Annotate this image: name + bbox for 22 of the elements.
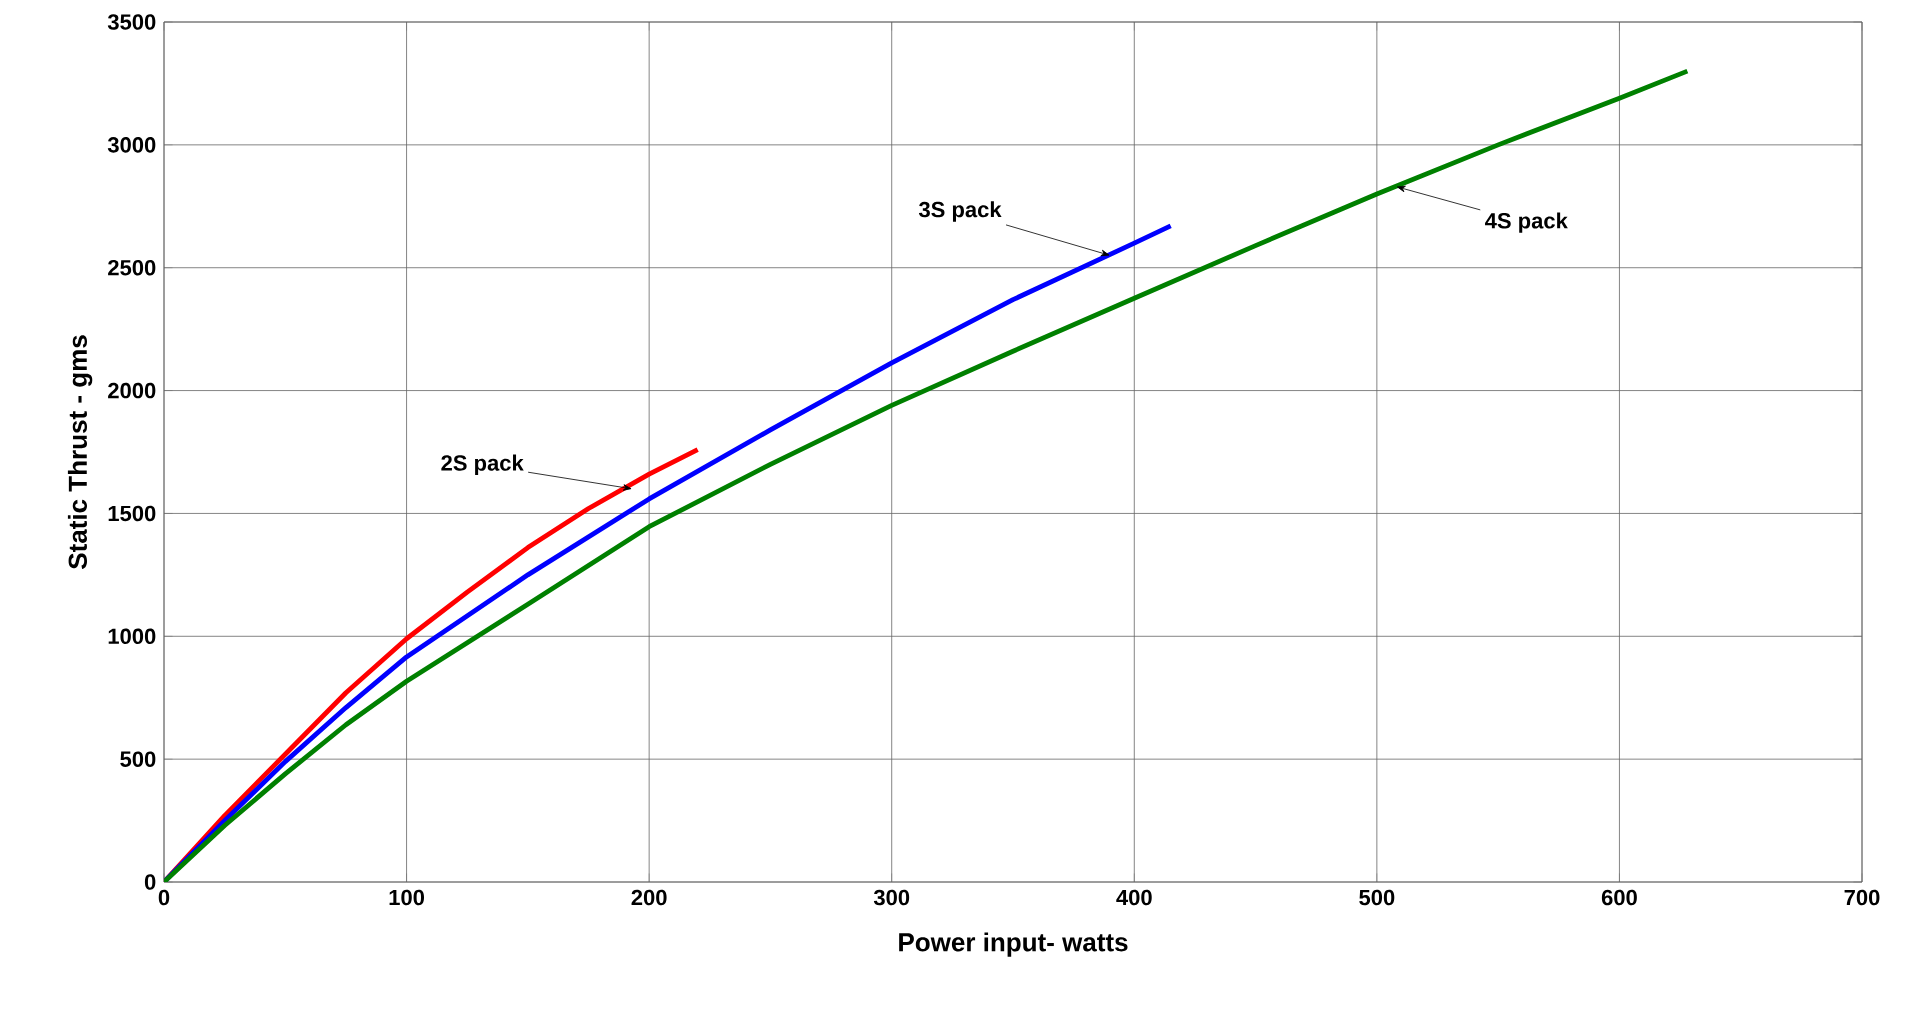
x-tick-label: 600 (1601, 889, 1637, 906)
y-tick-label: 2000 (108, 382, 156, 399)
y-tick-label: 1500 (108, 505, 156, 522)
x-axis-title: Power input- watts (899, 932, 1128, 957)
x-tick-label: 100 (389, 889, 425, 906)
x-tick-label: 200 (631, 889, 667, 906)
y-tick-label: 2500 (108, 259, 156, 276)
annotation: 4S pack (1485, 212, 1568, 233)
x-tick-label: 500 (1359, 889, 1395, 906)
x-tick-label: 0 (158, 889, 170, 906)
x-tick-label: 400 (1116, 889, 1152, 906)
y-tick-label: 500 (120, 751, 156, 767)
x-tick-label: 700 (1844, 889, 1880, 906)
annotation: 2S pack (441, 454, 524, 475)
x-tick-label: 300 (873, 889, 910, 906)
y-tick-label: 1000 (108, 628, 156, 644)
y-tick-label: 3500 (107, 14, 156, 30)
y-tick-label: 3000 (107, 136, 156, 153)
line-series (164, 68, 1690, 882)
annotation: 3S pack (918, 200, 1002, 222)
y-axis-title: Static Thrust - gms (67, 335, 93, 569)
y-tick-label: 0 (144, 874, 156, 890)
